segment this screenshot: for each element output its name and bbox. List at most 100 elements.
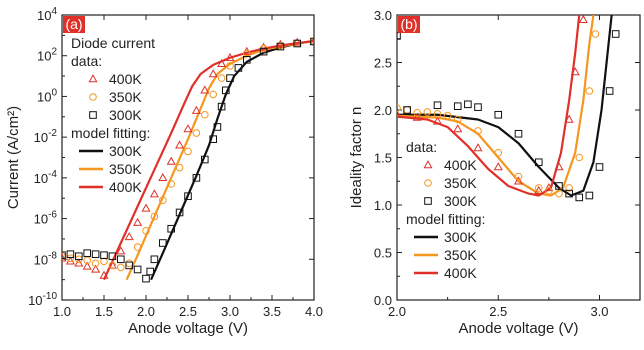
data-point-300K [555,182,563,190]
y-tick-base: 10 [37,89,51,104]
data-point-300K [276,42,285,51]
data-point-300K [213,123,222,131]
data-point-350K [433,110,442,118]
data-point-350K [217,74,226,82]
data-point-400K [149,189,159,198]
data-point-400K [292,37,302,46]
data-point-350K [150,212,159,221]
x-tick-label: 4.0 [305,304,323,319]
y-tick-base: 10 [34,130,48,145]
data-point-400K [141,203,151,212]
data-point-350K [403,106,411,114]
data-point-300K [201,155,209,164]
data-point-400K [107,260,117,269]
legend-model-heading: model fitting: [406,211,485,227]
data-point-300K [184,192,192,200]
legend-marker-350K [89,93,97,101]
data-point-300K [192,174,201,182]
data-point-400K [158,172,168,182]
data-point-300K [585,191,594,200]
data-point-400K [225,52,235,61]
data-point-350K [226,62,234,70]
y-tick-label: 10-6 [34,210,58,227]
data-point-350K [591,30,600,38]
data-point-300K [108,252,117,261]
y-tick-label: 1.0 [374,198,392,213]
data-point-350K [555,189,563,198]
data-point-300K [474,103,482,111]
y-tick-exponent: 2 [51,47,57,58]
data-point-400K [74,258,84,267]
legend-entry-model-400K: 400K [444,265,477,281]
legend-entry-model-300K: 300K [444,229,477,245]
data-point-400K [493,162,503,171]
data-point-300K [117,255,125,264]
x-tick-label: 2.5 [179,304,197,319]
x-tick-label: 3.5 [263,304,281,319]
x-tick-label: 3.0 [221,304,239,319]
y-tick-exponent: -6 [48,210,57,221]
data-point-300K [433,101,442,110]
y-tick-base: 10 [34,212,48,227]
y-tick-label: 2.5 [374,56,392,71]
data-point-300K [595,163,604,171]
x-tick-label: 2.0 [388,304,406,319]
data-point-300K [494,110,503,119]
y-tick-base: 10 [37,49,51,64]
data-point-300K [534,158,543,167]
x-axis-label: Anode voltage (V) [128,320,248,337]
y-tick-exponent: -2 [48,128,57,139]
data-point-300K [514,129,523,138]
data-point-400K [453,124,463,133]
y-tick-exponent: 4 [51,6,57,17]
x-axis-label: Anode voltage (V) [458,320,578,337]
plot-area [62,36,314,283]
data-point-300K [310,37,314,46]
y-tick-label: 10-10 [28,291,57,308]
model-line-300K [397,15,613,197]
data-point-400K [217,58,227,68]
data-point-350K [108,261,117,270]
data-point-350K [91,259,100,268]
data-point-300K [150,255,159,264]
data-point-300K [209,135,217,143]
data-point-350K [167,180,175,188]
panel-tag-label: (b) [400,16,417,32]
y-tick-base: 10 [34,252,48,267]
data-point-350K [565,184,573,192]
legend-data-heading: data: [71,53,102,69]
panel-a: 1.0 1.5 2.0 2.5 3.0 3.5 4.010410210010-210-410… [5,6,323,337]
data-point-400K [554,162,564,171]
data-point-300K [226,74,234,82]
data-point-350K [117,263,125,272]
model-line-400K [103,39,314,281]
y-tick-label: 10-8 [34,250,58,267]
data-point-300K [217,102,226,111]
data-point-350K [159,196,167,205]
data-point-400K [473,143,483,152]
y-tick-base: 10 [34,171,48,186]
data-point-400K [309,36,314,45]
data-point-350K [201,110,209,119]
legend-title: Diode current [71,35,155,51]
data-point-400K [166,156,176,165]
data-point-300K [611,30,620,38]
data-point-350K [474,127,482,135]
legend-entry-data-400K: 400K [444,157,477,173]
data-point-400K [183,124,193,133]
data-point-300K [243,55,251,64]
data-point-350K [397,104,401,112]
model-line-300K [150,39,314,281]
x-tick-label: 1.0 [53,304,71,319]
legend-entry-model-350K: 350K [444,247,477,263]
data-point-300K [100,251,108,260]
data-point-300K [125,261,134,270]
data-point-400K [513,176,524,185]
data-point-400K [82,261,92,270]
panel-tag-bg [63,16,85,33]
data-point-300K [62,251,66,260]
data-point-350K [142,226,150,235]
data-point-300K [167,224,175,233]
y-tick-label: 102 [37,47,57,64]
data-point-350K [209,90,217,99]
